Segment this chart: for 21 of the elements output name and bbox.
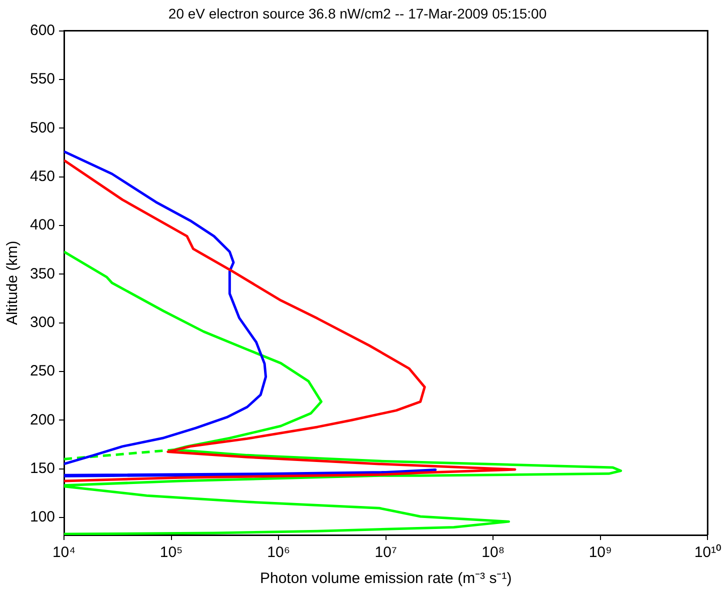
y-tick-label: 200 xyxy=(30,411,56,428)
x-tick-label: 10⁵ xyxy=(160,544,183,562)
y-tick-label: 150 xyxy=(30,460,56,477)
x-tick-label: 10⁴ xyxy=(52,544,76,562)
y-tick-label: 500 xyxy=(30,119,56,136)
y-tick-label: 350 xyxy=(30,265,56,282)
x-axis-title: Photon volume emission rate (m⁻³ s⁻¹) xyxy=(260,570,512,588)
x-tick-label: 10¹⁰ xyxy=(694,544,722,562)
x-tick-label: 10⁷ xyxy=(374,544,397,562)
x-tick-label: 10⁹ xyxy=(588,544,612,562)
y-tick-label: 450 xyxy=(30,168,56,185)
chart-title: 20 eV electron source 36.8 nW/cm2 -- 17-Mar-2009 05:15:00 xyxy=(168,5,547,22)
y-tick-label: 550 xyxy=(30,70,56,88)
y-tick-label: 600 xyxy=(30,22,56,39)
y-axis-title: Altitude (km) xyxy=(4,240,22,325)
y-tick-label: 400 xyxy=(30,216,56,234)
y-tick-label: 100 xyxy=(30,508,56,526)
y-tick-label: 300 xyxy=(30,314,56,331)
x-tick-label: 10⁸ xyxy=(482,544,505,562)
x-tick-label: 10⁶ xyxy=(267,544,290,562)
y-tick-label: 250 xyxy=(30,362,56,380)
